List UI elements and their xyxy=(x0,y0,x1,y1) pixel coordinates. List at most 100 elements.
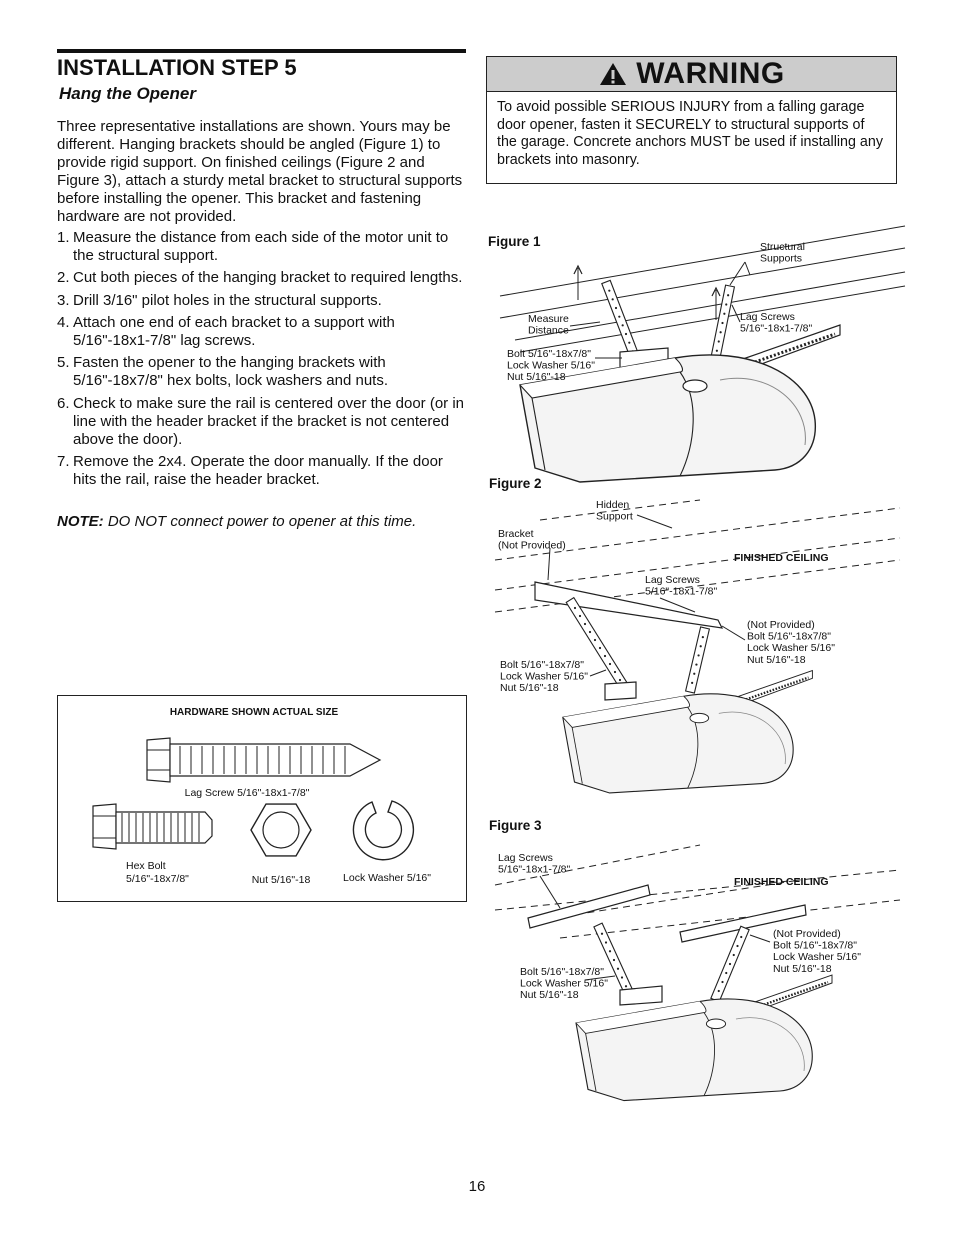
hardware-box xyxy=(57,695,467,902)
callout: Lag Screws xyxy=(498,852,553,864)
bracket-hole xyxy=(612,958,616,962)
opener xyxy=(562,669,813,794)
opener-top xyxy=(575,1001,707,1034)
drawing-line xyxy=(519,285,906,353)
bracket-hole xyxy=(723,312,726,315)
step: 6. Check to make sure the rail is centere… xyxy=(57,395,467,449)
callout: Nut 5/16"-18 xyxy=(507,371,566,383)
callout: 5/16"-18x1-7/8" xyxy=(740,323,813,335)
drawing-line xyxy=(494,869,901,911)
opener xyxy=(575,974,833,1102)
lock-washer xyxy=(352,800,415,861)
callout: Measure xyxy=(528,313,569,325)
callout: (Not Provided) xyxy=(498,540,566,552)
callout: Bolt 5/16"-18x7/8" xyxy=(520,966,604,978)
drawing-line xyxy=(584,975,616,981)
figure-label: Figure 2 xyxy=(489,476,542,491)
step-text: Drill 3/16" pilot holes in the structura… xyxy=(73,291,382,309)
step-text: Measure the distance from each side of t… xyxy=(73,229,449,264)
lens xyxy=(719,377,806,446)
drawing-line xyxy=(749,934,771,943)
opener-cover xyxy=(687,706,699,789)
mount-plate xyxy=(604,681,637,701)
bracket-hole xyxy=(613,670,617,674)
callout: Nut 5/16"-18 xyxy=(747,654,806,666)
arrow xyxy=(573,264,583,275)
step-number: 5. xyxy=(57,354,70,372)
bracket-hole xyxy=(583,622,587,626)
bracket-hole xyxy=(614,306,618,310)
callout: (Not Provided) xyxy=(747,619,815,631)
hardware-title: HARDWARE SHOWN ACTUAL SIZE xyxy=(170,707,339,718)
callout: Lock Washer 5/16" xyxy=(520,978,608,990)
callout: (Not Provided) xyxy=(773,928,841,940)
handle xyxy=(705,1018,727,1030)
bracket-hole xyxy=(721,980,724,984)
step: 4. Attach one end of each bracket to a su… xyxy=(57,314,467,350)
callout: Bracket xyxy=(498,528,534,540)
bracket-hole xyxy=(603,654,607,658)
bracket-hole xyxy=(620,976,624,979)
bracket-hole xyxy=(618,315,621,318)
lens xyxy=(718,711,786,765)
drawing-line xyxy=(539,499,701,521)
callout: Nut 5/16"-18 xyxy=(773,963,832,975)
bracket-hole xyxy=(600,932,604,935)
drawing-line xyxy=(494,507,901,561)
callout: Lock Washer 5/16" xyxy=(500,671,588,683)
bracket-hole xyxy=(618,678,622,682)
step-number: 1. xyxy=(57,229,70,246)
bracket-hole xyxy=(608,289,611,292)
bracket-hole xyxy=(611,298,614,301)
warning-text: To avoid possible SERIOUS INJURY from a … xyxy=(497,99,883,168)
step: 5. Fasten the opener to the hanging brack… xyxy=(57,354,467,390)
bracket-hole xyxy=(691,681,694,684)
callout: Bolt 5/16"-18x7/8" xyxy=(500,659,584,671)
bracket-hole xyxy=(719,331,722,334)
intro: Three representative installations are s… xyxy=(57,118,463,225)
arrow xyxy=(711,286,721,297)
drawing-line xyxy=(744,261,751,276)
hardware-label: Hex Bolt xyxy=(126,860,166,872)
bracket-hole xyxy=(717,340,720,343)
note-label: NOTE: xyxy=(57,513,104,530)
opener-side xyxy=(571,727,583,784)
hardware-label: 5/16"-18x7/8" xyxy=(126,873,189,885)
bracket xyxy=(601,279,641,363)
drawing-line xyxy=(499,225,906,297)
bracket-hole xyxy=(717,989,720,993)
bracket-hole xyxy=(593,638,597,642)
callout: Nut 5/16"-18 xyxy=(500,682,559,694)
ceiling-bracket xyxy=(679,904,807,943)
bracket-hole xyxy=(697,654,700,657)
drawing-line xyxy=(721,625,746,641)
callout: Lock Washer 5/16" xyxy=(747,642,835,654)
callout: 5/16"-18x1-7/8" xyxy=(645,586,718,598)
nut-hole xyxy=(262,811,300,849)
callout: Bolt 5/16"-18x7/8" xyxy=(507,348,591,360)
step-text: Remove the 2x4. Operate the door manuall… xyxy=(73,452,443,488)
opener xyxy=(519,324,841,483)
step: 3. Drill 3/16" pilot holes in the structu… xyxy=(57,292,467,310)
callout: Nut 5/16"-18 xyxy=(520,989,579,1001)
bracket-hole xyxy=(725,971,728,975)
step-number: 3. xyxy=(57,291,70,309)
drawing-line xyxy=(514,271,906,341)
note: NOTE: DO NOT connect power to opener at … xyxy=(57,513,467,531)
step-text: Check to make sure the rail is centered … xyxy=(73,394,465,448)
drawing-line xyxy=(636,514,673,529)
callout: Hidden xyxy=(596,499,629,511)
bracket-hole xyxy=(604,941,608,944)
bracket-hole xyxy=(608,662,612,666)
callout: Structural xyxy=(760,241,805,253)
opener-cover xyxy=(679,371,694,477)
step: 7. Remove the 2x4. Operate the door manua… xyxy=(57,453,467,489)
bracket-hole xyxy=(715,349,718,352)
callout: Lock Washer 5/16" xyxy=(507,360,595,372)
ceiling-label: FINISHED CEILING xyxy=(734,876,829,888)
bracket-hole xyxy=(578,614,582,618)
drawing-line xyxy=(499,247,906,319)
drawing-line xyxy=(547,547,551,581)
ceiling-bracket xyxy=(534,581,724,629)
